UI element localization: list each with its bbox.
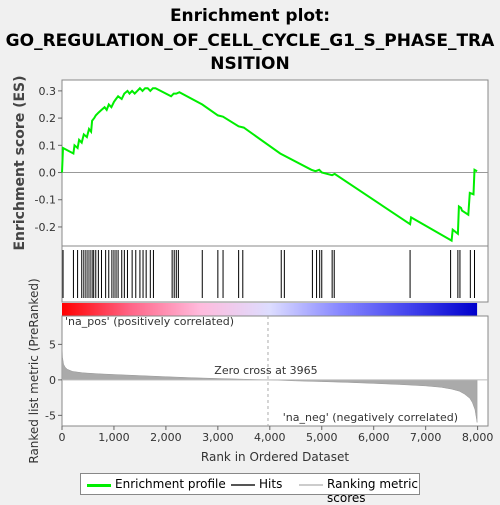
metric-ytick-label: -5 <box>45 409 56 422</box>
es-ytick-label: 0.0 <box>39 167 57 180</box>
es-ytick-label: 0.3 <box>39 85 57 98</box>
metric-panel-background <box>61 315 489 427</box>
negative-correlation-label: 'na_neg' (negatively correlated) <box>283 411 458 424</box>
positive-correlation-label: 'na_pos' (positively correlated) <box>65 315 234 328</box>
x-axis-label: Rank in Ordered Dataset <box>201 450 349 464</box>
chart-title-line-3: NSITION <box>210 54 290 74</box>
es-ytick-label: -0.1 <box>35 194 56 207</box>
xtick-label: 0 <box>59 431 66 444</box>
es-panel-background <box>61 79 489 247</box>
legend-swatch-hits <box>231 484 255 486</box>
chart-title-line-1: Enrichment plot: <box>169 6 331 26</box>
legend-label-enrichment: Enrichment profile <box>115 477 226 491</box>
legend-swatch-enrichment <box>87 484 111 487</box>
xtick-label: 2,000 <box>150 431 182 444</box>
enrichment-figure: 0.3 0.2 0.1 0.0 -0.1 -0.2 Zero cross at 3965 'n… <box>12 75 494 464</box>
metric-ytick-label: 0 <box>49 374 56 387</box>
ranking-metric-area <box>61 344 478 423</box>
xtick-label: 3,000 <box>202 431 234 444</box>
xtick-label: 7,000 <box>410 431 442 444</box>
xtick-label: 8,000 <box>462 431 494 444</box>
xtick-label: 4,000 <box>254 431 286 444</box>
xtick-label: 6,000 <box>358 431 390 444</box>
legend-swatch-metric <box>299 484 323 486</box>
rank-gradient-bar <box>62 303 478 316</box>
chart-title-line-2: GO_REGULATION_OF_CELL_CYCLE_G1_S_PHASE_T… <box>5 31 495 51</box>
metric-ytick-label: 5 <box>49 338 56 351</box>
xtick-label: 5,000 <box>306 431 338 444</box>
legend-label-metric: Ranking metric scores <box>327 477 418 505</box>
es-ytick-label: -0.2 <box>35 221 56 234</box>
metric-y-axis-label: Ranked list metric (PreRanked) <box>27 278 41 463</box>
zero-cross-label: Zero cross at 3965 <box>214 364 317 377</box>
hits-panel-background <box>61 245 489 303</box>
es-ytick-label: 0.2 <box>39 112 57 125</box>
xtick-label: 1,000 <box>98 431 130 444</box>
es-ytick-label: 0.1 <box>39 139 57 152</box>
legend-label-hits: Hits <box>259 477 283 491</box>
es-y-axis-label: Enrichment score (ES) <box>12 75 28 250</box>
enrichment-profile-line <box>61 86 478 243</box>
legend: Enrichment profile Hits Ranking metric s… <box>80 473 420 505</box>
